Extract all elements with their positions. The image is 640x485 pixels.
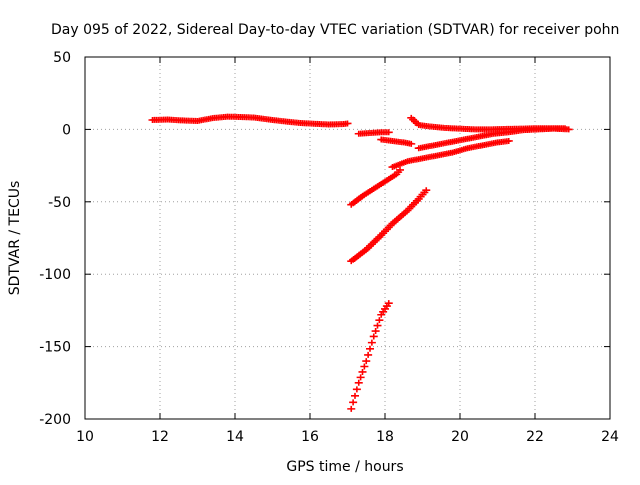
series-arc-a	[148, 113, 352, 128]
data-point	[343, 120, 352, 127]
data-point	[351, 392, 359, 399]
grid-lines	[85, 57, 610, 419]
data-point	[396, 166, 404, 173]
y-tick-label: 50	[53, 50, 71, 66]
data-point	[349, 399, 358, 406]
x-tick-label: 24	[601, 429, 619, 445]
data-point	[369, 333, 378, 340]
y-tick-label: 0	[62, 122, 71, 138]
data-point	[422, 187, 431, 194]
data-point	[375, 317, 384, 324]
series-arc-e	[354, 129, 393, 137]
series-arc-d	[347, 300, 393, 412]
x-axis-label: GPS time / hours	[286, 459, 403, 475]
data-point	[354, 379, 363, 386]
data-point	[367, 339, 376, 346]
y-axis-label: SDTVAR / TECUs	[7, 181, 23, 296]
series-arc-b	[347, 166, 404, 208]
y-tick-label: -150	[39, 340, 71, 356]
data-point	[373, 322, 382, 329]
data-point	[347, 405, 356, 412]
series-arc-h	[388, 137, 513, 171]
data-point	[564, 126, 573, 133]
series-arc-i	[414, 125, 573, 152]
x-tick-label: 14	[226, 429, 244, 445]
data-point	[504, 137, 513, 144]
data-point	[364, 351, 373, 358]
x-tick-label: 12	[151, 429, 169, 445]
x-tick-label: 22	[526, 429, 544, 445]
data-series	[148, 113, 573, 412]
y-ticks: 50 0 -50 -100 -150 -200	[39, 50, 610, 428]
x-tick-label: 16	[301, 429, 319, 445]
data-point	[356, 374, 365, 381]
x-tick-label: 20	[451, 429, 469, 445]
data-point	[360, 363, 369, 370]
data-point	[362, 358, 371, 365]
series-arc-f	[377, 136, 416, 147]
y-tick-label: -100	[39, 267, 71, 283]
x-tick-label: 18	[376, 429, 394, 445]
data-point	[407, 140, 416, 147]
data-point	[352, 386, 361, 393]
y-tick-label: -200	[39, 412, 71, 428]
data-point	[384, 129, 393, 136]
x-ticks: 10 12 14 16 18 20 22 24	[76, 57, 619, 445]
data-point	[371, 328, 380, 335]
data-point	[358, 368, 367, 375]
data-point	[384, 300, 393, 307]
data-point	[366, 345, 374, 352]
x-tick-label: 10	[76, 429, 94, 445]
series-arc-c	[347, 187, 431, 265]
y-tick-label: -50	[48, 195, 71, 211]
chart-title: Day 095 of 2022, Sidereal Day-to-day VTE…	[51, 22, 619, 38]
plot-frame	[84, 56, 611, 420]
